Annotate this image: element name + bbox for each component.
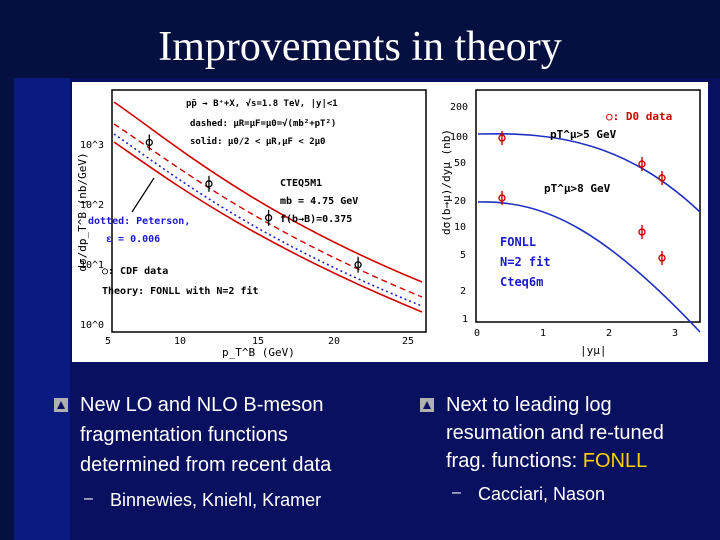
right-xtick-0: 0 <box>474 328 480 339</box>
left-bullet-line3: determined from recent data <box>80 454 332 476</box>
left-ytick-100: 10^2 <box>80 200 104 211</box>
left-xtick-5: 5 <box>105 336 111 347</box>
right-ytick-10: 10 <box>454 222 466 233</box>
right-point <box>638 225 646 239</box>
left-xtick-25: 25 <box>402 336 414 347</box>
left-annot-cdf: ○: CDF data <box>102 266 168 277</box>
right-ytick-1: 1 <box>462 314 468 325</box>
sidebar-edge <box>0 78 14 540</box>
right-annot-pt8: pT^μ>8 GeV <box>544 182 611 195</box>
left-sub-dash: – <box>84 490 93 507</box>
left-annot-dotted: dotted: Peterson, <box>88 216 190 227</box>
right-plot-svg: dσ(b→μ)/dyμ (nb) 200 100 50 20 10 5 2 1 … <box>440 89 701 357</box>
right-annot-pt5: pT^μ>5 GeV <box>550 128 617 141</box>
left-data-points <box>145 134 362 273</box>
left-sub-text: Binnewies, Kniehl, Kramer <box>110 490 322 510</box>
right-point <box>498 191 506 205</box>
right-plot: dσ(b→μ)/dyμ (nb) 200 100 50 20 10 5 2 1 … <box>436 82 708 362</box>
left-annot-solid: solid: μ0/2 < μR,μF < 2μ0 <box>190 136 325 147</box>
left-annot-eps: ε = 0.006 <box>106 234 160 245</box>
bullet-icon <box>54 398 68 412</box>
right-xlabel: |yμ| <box>580 344 607 357</box>
right-ytick-100: 100 <box>450 132 468 143</box>
left-plot-frame <box>111 89 427 333</box>
right-xtick-2: 2 <box>606 328 612 339</box>
slide-title: Improvements in theory <box>158 24 562 70</box>
left-ytick-1000: 10^3 <box>80 140 104 151</box>
right-point <box>498 131 506 145</box>
left-plot: dσ/dp_T^B (nb/GeV) 10^3 10^2 10^1 10^0 5… <box>72 82 436 362</box>
right-annot-d0: ○: D0 data <box>606 110 672 123</box>
right-sub-dash: – <box>452 484 461 501</box>
left-bullet-line2: fragmentation functions <box>80 424 288 446</box>
bullet-icon <box>420 398 434 412</box>
left-solid-upper <box>113 101 423 283</box>
right-data-points <box>498 131 666 265</box>
left-dotted <box>113 133 423 307</box>
right-xtick-1: 1 <box>540 328 546 339</box>
right-bullet-line2: resumation and re-tuned <box>446 422 664 444</box>
left-bullet-column: New LO and NLO B-meson fragmentation fun… <box>54 390 394 520</box>
right-bullet-line1: Next to leading log <box>446 394 612 416</box>
right-point <box>658 251 666 265</box>
left-xtick-10: 10 <box>174 336 186 347</box>
left-annotation-arrow <box>131 177 155 213</box>
right-ytick-5: 5 <box>460 250 466 261</box>
left-data-point <box>354 256 362 273</box>
left-annot-process: pp̄ → B⁺+X, √s=1.8 TeV, |y|<1 <box>186 98 338 109</box>
right-curve-upper <box>477 132 701 213</box>
right-ytick-200: 200 <box>450 102 468 113</box>
right-ytick-50: 50 <box>454 158 466 169</box>
left-annot-mb: mb = 4.75 GeV <box>280 196 358 207</box>
left-data-point <box>205 175 213 192</box>
plots-image: dσ/dp_T^B (nb/GeV) 10^3 10^2 10^1 10^0 5… <box>72 82 708 362</box>
title-band <box>0 0 720 78</box>
right-ytick-2: 2 <box>460 286 466 297</box>
left-ylabel: dσ/dp_T^B (nb/GeV) <box>76 152 89 271</box>
left-xlabel: p_T^B (GeV) <box>222 346 295 359</box>
left-plot-svg: dσ/dp_T^B (nb/GeV) 10^3 10^2 10^1 10^0 5… <box>76 89 427 359</box>
left-solid-lower <box>113 141 423 313</box>
left-xtick-15: 15 <box>252 336 264 347</box>
left-annot-dashed: dashed: μR=μF=μ0=√(mb²+pT²) <box>190 118 336 129</box>
right-annot-fonll: FONLL <box>500 235 536 249</box>
right-ytick-20: 20 <box>454 196 466 207</box>
right-point <box>658 171 666 185</box>
left-bullet-line1: New LO and NLO B-meson <box>80 394 324 416</box>
right-bullet-line3: frag. functions: FONLL <box>446 446 647 476</box>
left-xtick-20: 20 <box>328 336 340 347</box>
left-data-point <box>145 134 153 151</box>
left-ytick-1: 10^0 <box>80 320 104 331</box>
right-bullet-line3-prefix: frag. functions: <box>446 450 583 472</box>
right-curve-lower <box>477 201 701 333</box>
left-annot-pdf: CTEQ5M1 <box>280 178 322 189</box>
right-ylabel: dσ(b→μ)/dyμ (nb) <box>440 129 453 235</box>
right-annot-fit: N=2 fit <box>500 255 551 269</box>
left-annot-theory: Theory: FONLL with N=2 fit <box>102 285 259 297</box>
right-annot-cteq: Cteq6m <box>500 275 543 289</box>
right-bullet-column: Next to leading log resumation and re-tu… <box>420 390 716 520</box>
left-annot-frac: f(b→B)=0.375 <box>280 214 352 225</box>
right-plot-frame <box>475 89 701 323</box>
left-data-point <box>264 209 273 226</box>
right-sub-text: Cacciari, Nason <box>478 484 606 504</box>
fonll-highlight: FONLL <box>582 450 648 472</box>
right-xtick-3: 3 <box>672 328 678 339</box>
left-ytick-10: 10^1 <box>80 260 104 271</box>
right-point <box>638 157 646 171</box>
left-dashed <box>113 123 423 298</box>
